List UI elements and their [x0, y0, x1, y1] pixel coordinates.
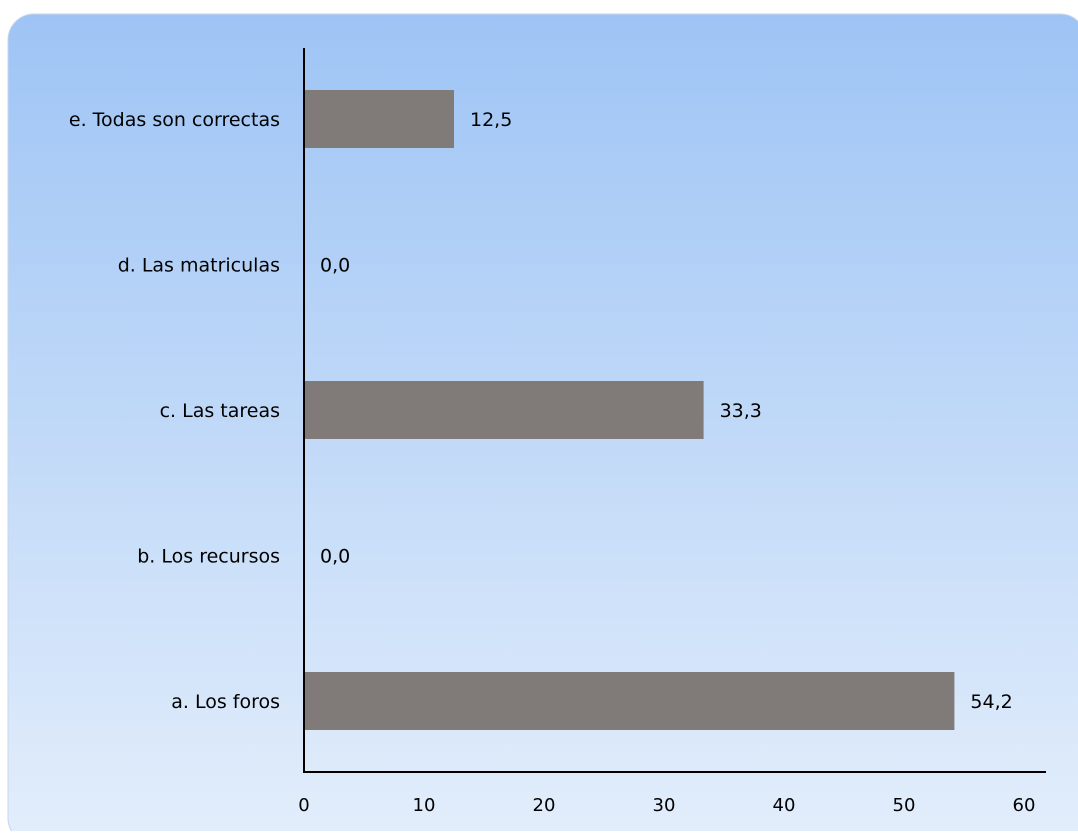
bar-5 [304, 90, 454, 148]
x-tick-label-50: 50 [893, 795, 916, 816]
x-tick-label-60: 60 [1013, 795, 1036, 816]
x-tick-label-20: 20 [533, 795, 556, 816]
value-label-5: 12,5 [470, 109, 512, 131]
value-label-4: 0,0 [320, 255, 350, 277]
category-label-1: a. Los foros [171, 691, 280, 713]
axes-layer: 0 10 20 30 40 50 60 [298, 48, 1046, 816]
category-label-3: c. Las tareas [160, 400, 280, 422]
value-label-3: 33,3 [720, 400, 762, 422]
value-label-2: 0,0 [320, 546, 350, 568]
x-tick-label-30: 30 [653, 795, 676, 816]
bar-3 [304, 381, 704, 439]
category-label-4: d. Las matriculas [118, 255, 280, 277]
value-label-1: 54,2 [970, 691, 1012, 713]
bar-1 [304, 672, 955, 730]
x-tick-label-0: 0 [298, 795, 309, 816]
labels-layer: a. Los foros 54,2 b. Los recursos 0,0 c. Las… [69, 109, 1013, 713]
x-tick-label-10: 10 [413, 795, 436, 816]
category-label-5: e. Todas son correctas [69, 109, 280, 131]
category-label-2: b. Los recursos [137, 546, 280, 568]
x-tick-label-40: 40 [773, 795, 796, 816]
bars-layer [304, 90, 955, 730]
